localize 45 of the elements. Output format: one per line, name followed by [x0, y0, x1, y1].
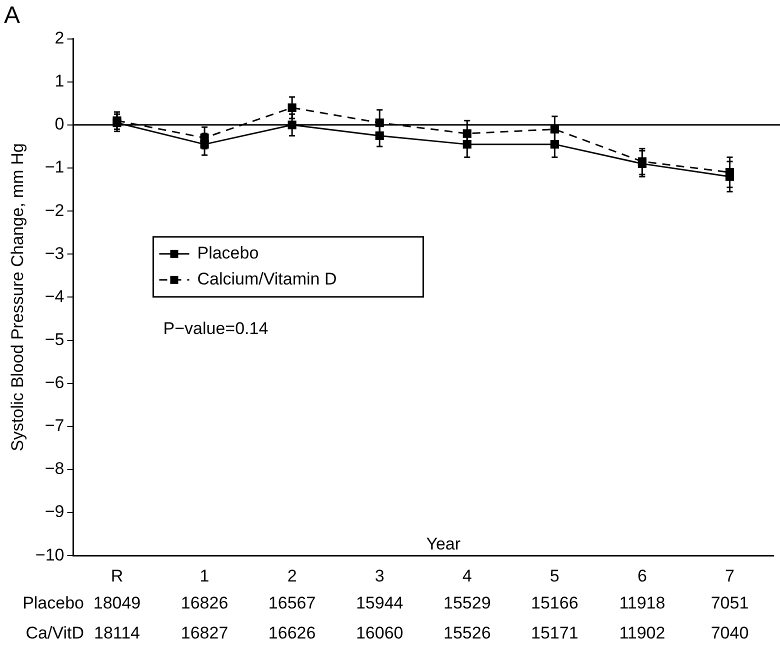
- x-tick-label: R: [110, 566, 124, 586]
- x-tick-label: 5: [550, 566, 560, 586]
- y-tick-label: −8: [44, 459, 64, 478]
- text: 15166: [531, 594, 578, 613]
- x-tick-label: 6: [637, 566, 647, 586]
- x-tick-label: 4: [462, 566, 472, 586]
- y-tick-label: −2: [44, 200, 64, 220]
- legend-label: Placebo: [197, 244, 259, 263]
- y-tick-label: −5: [44, 330, 64, 349]
- text: 16567: [268, 594, 316, 613]
- y-tick-label: −9: [44, 502, 64, 522]
- y-tick-label: −1: [44, 158, 64, 177]
- annotation: P−value=0.14: [163, 319, 268, 338]
- x-tick-label: 7: [725, 566, 734, 586]
- y-tick-label: −3: [44, 244, 64, 263]
- text: 16827: [180, 624, 228, 643]
- text: 15944: [356, 594, 404, 613]
- y-axis-title: Systolic Blood Pressure Change, mm Hg: [8, 143, 27, 452]
- y-tick-label: −6: [44, 373, 64, 392]
- x-axis-title: Year: [426, 534, 461, 554]
- text: 15529: [443, 594, 491, 613]
- y-tick-label: 2: [54, 28, 64, 48]
- y-tick-label: −4: [44, 286, 64, 306]
- text: 16826: [180, 594, 228, 613]
- text: Ca/VitD: [26, 624, 84, 643]
- text: 15526: [443, 624, 491, 643]
- text: 18049: [93, 594, 141, 613]
- text: 7051: [710, 594, 749, 613]
- text: 18114: [94, 624, 140, 643]
- text: 7040: [710, 624, 749, 643]
- x-tick-label: 2: [287, 566, 297, 586]
- x-tick-label: 3: [374, 566, 384, 586]
- text: 16060: [356, 624, 404, 643]
- y-tick-label: −10: [35, 545, 64, 564]
- x-tick-label: 1: [200, 566, 210, 586]
- y-tick-label: −7: [44, 416, 64, 436]
- text: 15171: [531, 624, 578, 643]
- text: Placebo: [22, 594, 84, 613]
- text: 16626: [268, 624, 316, 643]
- y-tick-label: 0: [54, 114, 64, 134]
- y-tick-label: 1: [54, 72, 64, 91]
- text: 11902: [619, 624, 666, 643]
- legend-label: Calcium/Vitamin D: [197, 270, 337, 289]
- text: 11918: [619, 594, 666, 613]
- chart-title: A: [4, 2, 20, 30]
